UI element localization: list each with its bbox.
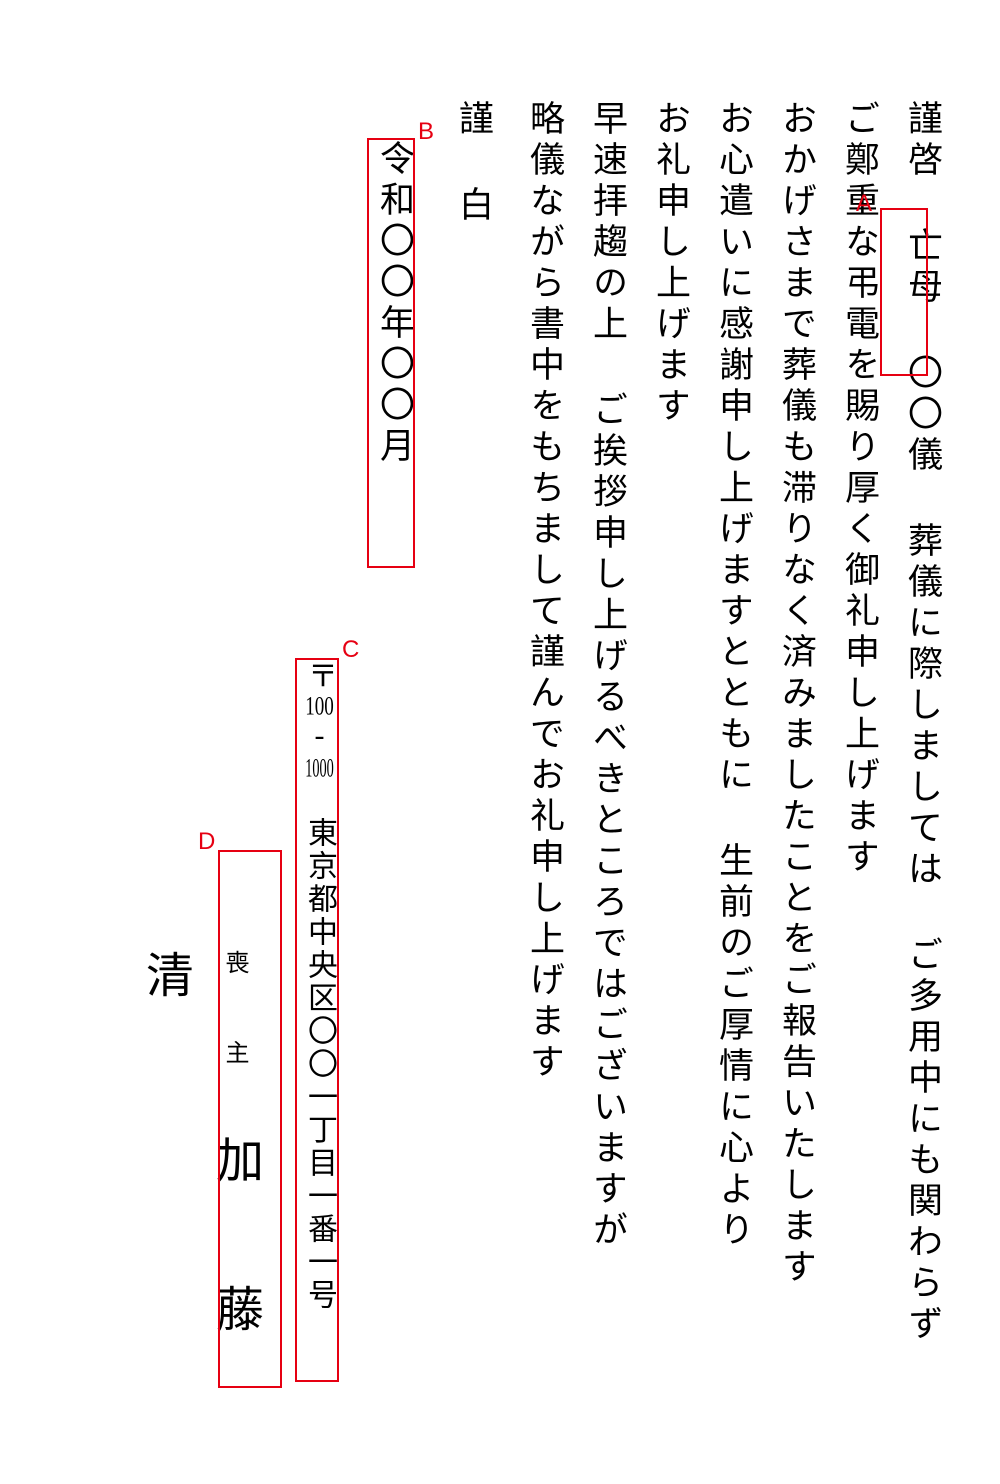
body-line-2: ご鄭重な弔電を賜り厚く御礼申し上げます	[842, 100, 877, 1380]
body-line-3: おかげさまで葬儀も滞りなく済みましたことをご報告いたします	[779, 100, 814, 1380]
annotation-label-a: A	[856, 190, 872, 218]
postal-code-2: 1000	[305, 755, 334, 781]
address-location: 東京都中央区〇〇一丁目一番一号	[303, 781, 336, 1312]
body-line-1: 謹啓 亡母 〇〇儀 葬儀に際しましては ご多用中にも関わらず	[905, 100, 940, 1380]
body-line-4: お心遣いに感謝申し上げますとともに 生前のご厚情に心より	[716, 100, 751, 1380]
postal-code-1: 100	[305, 693, 334, 719]
closing-text: 謹 白	[448, 100, 499, 1380]
annotation-label-d: D	[198, 828, 215, 856]
postal-dash: -	[303, 719, 336, 755]
annotation-label-c: C	[342, 636, 359, 664]
sender-title: 喪 主	[221, 950, 247, 1084]
body-line-6: 早速拝趨の上 ご挨拶申し上げるべきところではございますが	[590, 100, 625, 1380]
postal-mark: 〒	[303, 660, 336, 693]
sender-block: 喪 主 加 藤 清	[129, 950, 269, 1480]
annotation-label-b: B	[418, 118, 434, 146]
body-line-7: 略儀ながら書中をもちまして謹んでお礼申し上げます	[527, 100, 562, 1380]
letter-body: 謹啓 亡母 〇〇儀 葬儀に際しましては ご多用中にも関わらず ご鄭重な弔電を賜り…	[129, 100, 940, 1380]
body-line-5: お礼申し上げます	[653, 100, 688, 1380]
date-text: 令和〇〇年〇〇月	[369, 140, 420, 620]
address-text: 〒100-1000 東京都中央区〇〇一丁目一番一号	[297, 660, 341, 1380]
